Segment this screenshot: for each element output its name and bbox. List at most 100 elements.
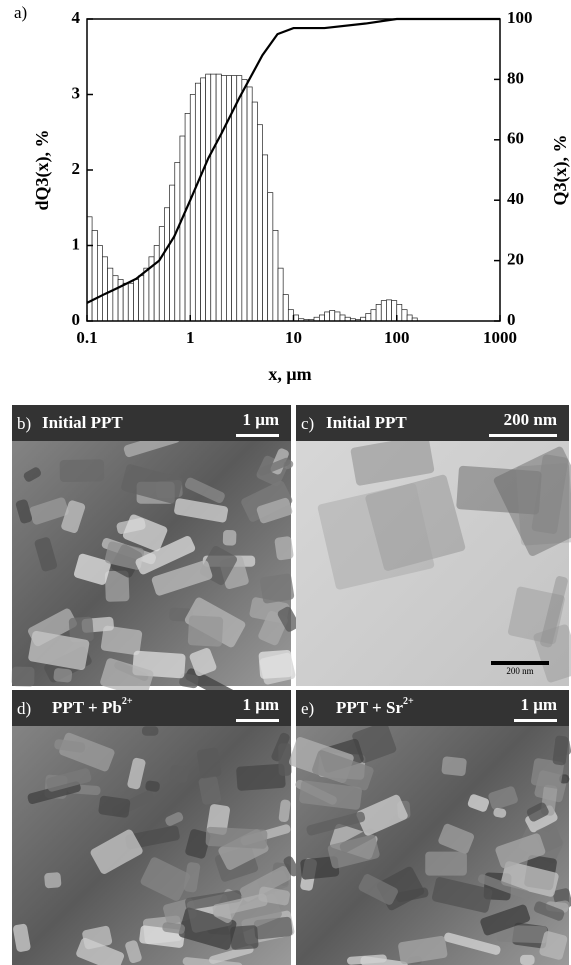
crystal	[533, 624, 571, 683]
particle	[277, 606, 300, 632]
y-tick-label: 0	[72, 310, 81, 329]
particle	[260, 573, 295, 604]
bar	[277, 267, 284, 322]
bar	[127, 282, 134, 322]
particle	[299, 780, 362, 810]
panel-title-text: PPT + Pb	[52, 698, 122, 717]
panel-title: Initial PPT	[326, 413, 407, 432]
particle	[352, 722, 397, 763]
particle	[68, 616, 94, 643]
particle	[11, 666, 35, 687]
panel-label: b)	[17, 414, 31, 433]
particle	[495, 833, 546, 869]
y-tick-label: 1	[72, 234, 81, 253]
particle	[552, 735, 569, 766]
particle	[189, 647, 217, 677]
particle	[196, 747, 222, 779]
particle	[312, 750, 374, 791]
particle	[140, 857, 191, 901]
bar	[287, 309, 294, 322]
bar	[179, 135, 186, 322]
particle	[179, 673, 199, 689]
panel-label: e)	[301, 699, 314, 718]
particle	[29, 497, 69, 525]
crystal	[515, 463, 571, 546]
scale-bar	[236, 719, 279, 722]
panel-title-text: Initial PPT	[42, 413, 123, 432]
particle	[121, 464, 183, 505]
particle	[98, 795, 131, 818]
particle	[141, 726, 159, 736]
bar	[339, 314, 346, 322]
panel-title-sup: 2+	[403, 696, 414, 707]
particle	[44, 872, 62, 889]
crystal	[317, 483, 435, 590]
particle	[539, 931, 568, 960]
particle	[127, 757, 146, 790]
particle	[431, 877, 493, 913]
bar	[122, 282, 129, 322]
crystal	[456, 465, 542, 515]
bar	[391, 300, 398, 322]
particle	[526, 802, 549, 822]
inset-scale-label: 200 nm	[506, 666, 533, 676]
y2-tick-label: 100	[507, 8, 533, 27]
panel-title: PPT + Sr2+	[336, 696, 414, 717]
bar	[169, 184, 176, 322]
bar	[174, 162, 181, 322]
bar	[86, 216, 93, 322]
particle	[59, 459, 105, 482]
particle	[358, 874, 398, 905]
bar	[189, 94, 196, 322]
x-tick-label: 10	[285, 328, 302, 347]
scale-label: 1 μm	[520, 695, 557, 714]
particle	[46, 768, 92, 792]
particle	[425, 851, 467, 876]
bar	[334, 311, 341, 322]
bar	[282, 294, 289, 322]
particle	[76, 937, 125, 965]
particle	[283, 856, 300, 877]
particle	[496, 924, 548, 944]
x-tick-label: 1000	[483, 328, 517, 347]
particle	[467, 794, 490, 812]
bar	[386, 299, 392, 322]
particle	[441, 756, 467, 776]
bar	[262, 154, 269, 322]
bar	[251, 101, 258, 322]
particle	[28, 630, 90, 671]
bar	[200, 77, 207, 322]
particle	[90, 829, 143, 874]
bar	[107, 267, 114, 322]
particle	[151, 560, 213, 596]
panel-label: d)	[17, 699, 31, 718]
particle	[520, 954, 535, 965]
bar	[226, 75, 232, 322]
particle	[274, 536, 294, 561]
y2-tick-label: 80	[507, 68, 524, 87]
y-tick-label: 4	[72, 8, 81, 27]
panel-label: a)	[14, 3, 27, 22]
particle	[13, 923, 31, 952]
y2-tick-label: 20	[507, 250, 524, 269]
particle	[278, 743, 292, 776]
particle	[23, 467, 42, 482]
bar	[97, 245, 103, 322]
bar	[112, 275, 119, 322]
crystal	[350, 435, 435, 486]
particle	[184, 477, 225, 503]
particle	[185, 890, 242, 910]
scale-label: 1 μm	[242, 410, 279, 429]
y-axis-label: dQ3(x), %	[32, 130, 53, 211]
scale-bar	[514, 719, 557, 722]
particle	[53, 668, 73, 683]
scale-bar	[236, 434, 279, 437]
y2-tick-label: 0	[507, 310, 516, 329]
bar	[164, 207, 170, 322]
particle	[230, 925, 259, 950]
particle	[165, 812, 184, 826]
particle	[444, 932, 501, 955]
particle	[438, 823, 475, 854]
cumulative-line	[86, 17, 500, 304]
